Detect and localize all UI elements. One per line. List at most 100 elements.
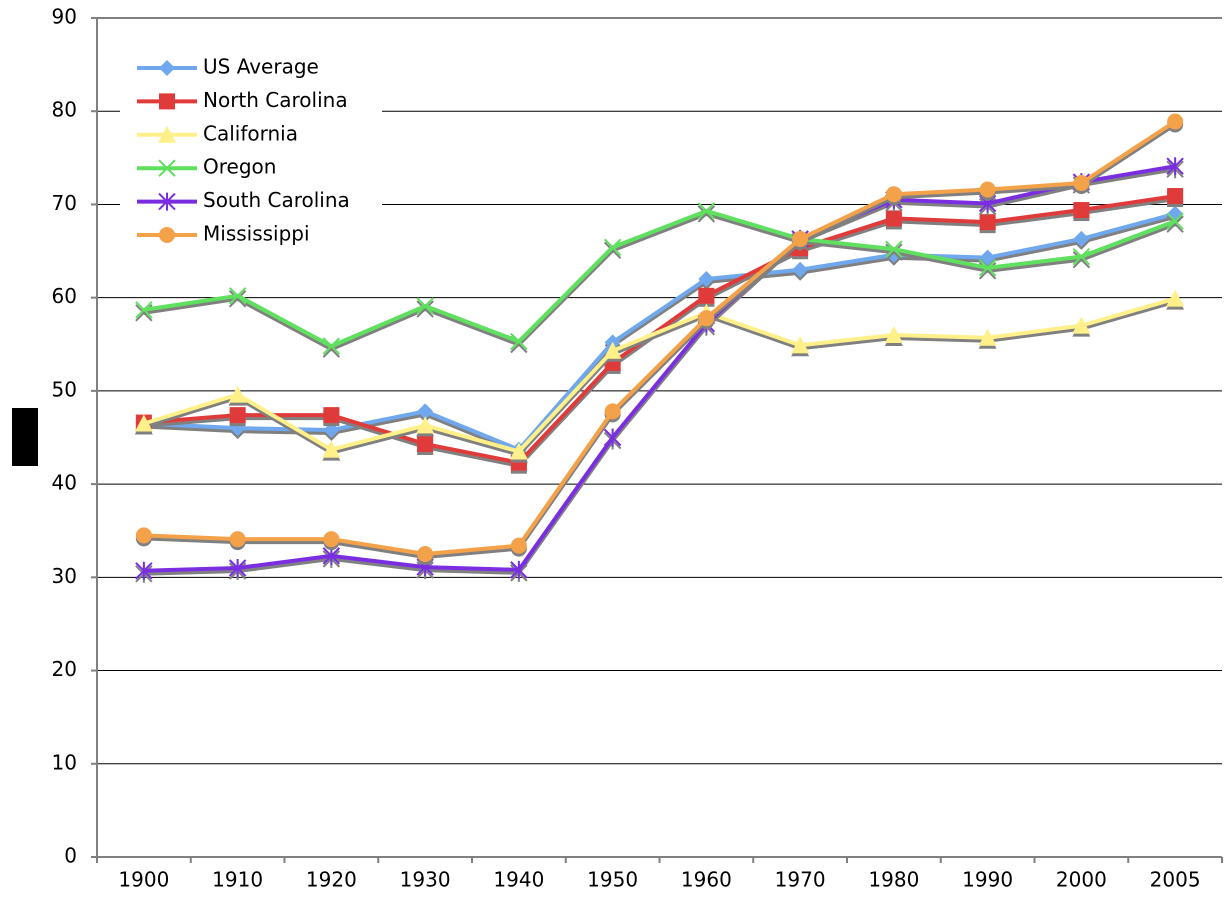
y-tick-label: 60 (52, 284, 77, 308)
series-line (143, 119, 1177, 557)
y-tick-label: 0 (64, 844, 77, 868)
data-point (417, 403, 434, 420)
data-point (416, 297, 434, 315)
series (134, 289, 1185, 460)
legend-label: Mississippi (203, 222, 310, 246)
legend-label: US Average (203, 55, 319, 79)
legend-label: Oregon (203, 155, 276, 179)
data-point (698, 271, 715, 288)
data-point (510, 560, 528, 579)
x-tick-label: 1900 (118, 868, 169, 892)
x-tick-label: 1990 (962, 868, 1013, 892)
data-point (1072, 247, 1091, 266)
series-line (143, 211, 1176, 452)
x-tick-label: 1920 (306, 868, 357, 892)
data-point (323, 422, 340, 439)
data-point (791, 336, 810, 354)
data-point (229, 531, 246, 548)
series-line (143, 194, 1176, 465)
legend-marker (158, 192, 176, 211)
data-point (979, 249, 996, 266)
series-line (143, 208, 1176, 349)
x-tick-label: 1910 (212, 868, 263, 892)
x-tick-label: 1930 (400, 868, 451, 892)
y-tick-label: 50 (52, 377, 77, 401)
y-tick-label: 40 (52, 471, 77, 495)
series-line (143, 164, 1176, 573)
x-tick-label: 1980 (868, 868, 919, 892)
data-point (885, 186, 902, 203)
data-point (1166, 212, 1184, 230)
legend-box (120, 48, 382, 255)
data-point (603, 238, 622, 257)
data-point (1072, 316, 1091, 334)
data-point (792, 261, 809, 278)
data-point (229, 420, 246, 437)
legend-label: South Carolina (203, 188, 350, 212)
data-point (979, 214, 996, 231)
data-point (135, 527, 152, 544)
series (135, 188, 1184, 471)
data-point (416, 416, 435, 434)
data-point (228, 559, 247, 578)
data-point (229, 407, 246, 424)
data-point (323, 531, 340, 548)
data-point (603, 428, 622, 447)
y-tick-label: 20 (52, 657, 77, 681)
x-tick-label: 1940 (493, 868, 544, 892)
data-point (978, 328, 997, 346)
data-point (884, 325, 903, 343)
legend-marker (158, 159, 176, 177)
series (135, 113, 1184, 563)
data-point (509, 442, 528, 460)
legend-marker (159, 227, 175, 243)
data-point (1073, 230, 1090, 247)
data-point (322, 337, 341, 355)
x-tick-label: 2000 (1056, 868, 1107, 892)
data-point (885, 240, 903, 258)
data-point (698, 287, 715, 304)
data-point (885, 210, 902, 227)
data-point (1073, 175, 1090, 192)
data-point (134, 414, 153, 432)
y-tick-label: 70 (52, 191, 77, 215)
data-point (417, 436, 434, 453)
data-point (1166, 157, 1184, 176)
data-point (603, 341, 622, 359)
y-axis-title-blob (12, 408, 38, 466)
data-point (978, 259, 997, 277)
series (135, 202, 1184, 355)
x-tick-label: 1950 (587, 868, 638, 892)
legend-label: North Carolina (203, 88, 348, 112)
data-point (510, 332, 528, 351)
data-point (604, 354, 621, 371)
data-point (1073, 202, 1090, 219)
legend-marker (159, 60, 175, 76)
y-tick-label: 90 (52, 5, 77, 29)
x-tick-label: 2005 (1150, 868, 1201, 892)
data-point (417, 546, 434, 563)
legend-marker (158, 125, 176, 143)
data-point (510, 537, 527, 554)
data-point (979, 181, 996, 198)
x-tick-label: 1960 (681, 868, 732, 892)
data-point (792, 230, 809, 247)
data-point (1167, 188, 1184, 205)
data-point (697, 202, 716, 220)
y-tick-label: 10 (52, 750, 77, 774)
data-point (698, 310, 715, 327)
data-point (604, 403, 621, 420)
data-point (228, 287, 247, 305)
data-point (322, 546, 341, 565)
y-tick-label: 30 (52, 564, 77, 588)
data-point (135, 301, 153, 319)
data-point (135, 561, 153, 580)
legend-label: California (203, 121, 298, 145)
data-point (228, 385, 247, 403)
x-tick-label: 1970 (775, 868, 826, 892)
data-point (323, 407, 340, 424)
data-point (1167, 113, 1184, 130)
data-point (1166, 289, 1185, 307)
series-line (143, 296, 1176, 454)
